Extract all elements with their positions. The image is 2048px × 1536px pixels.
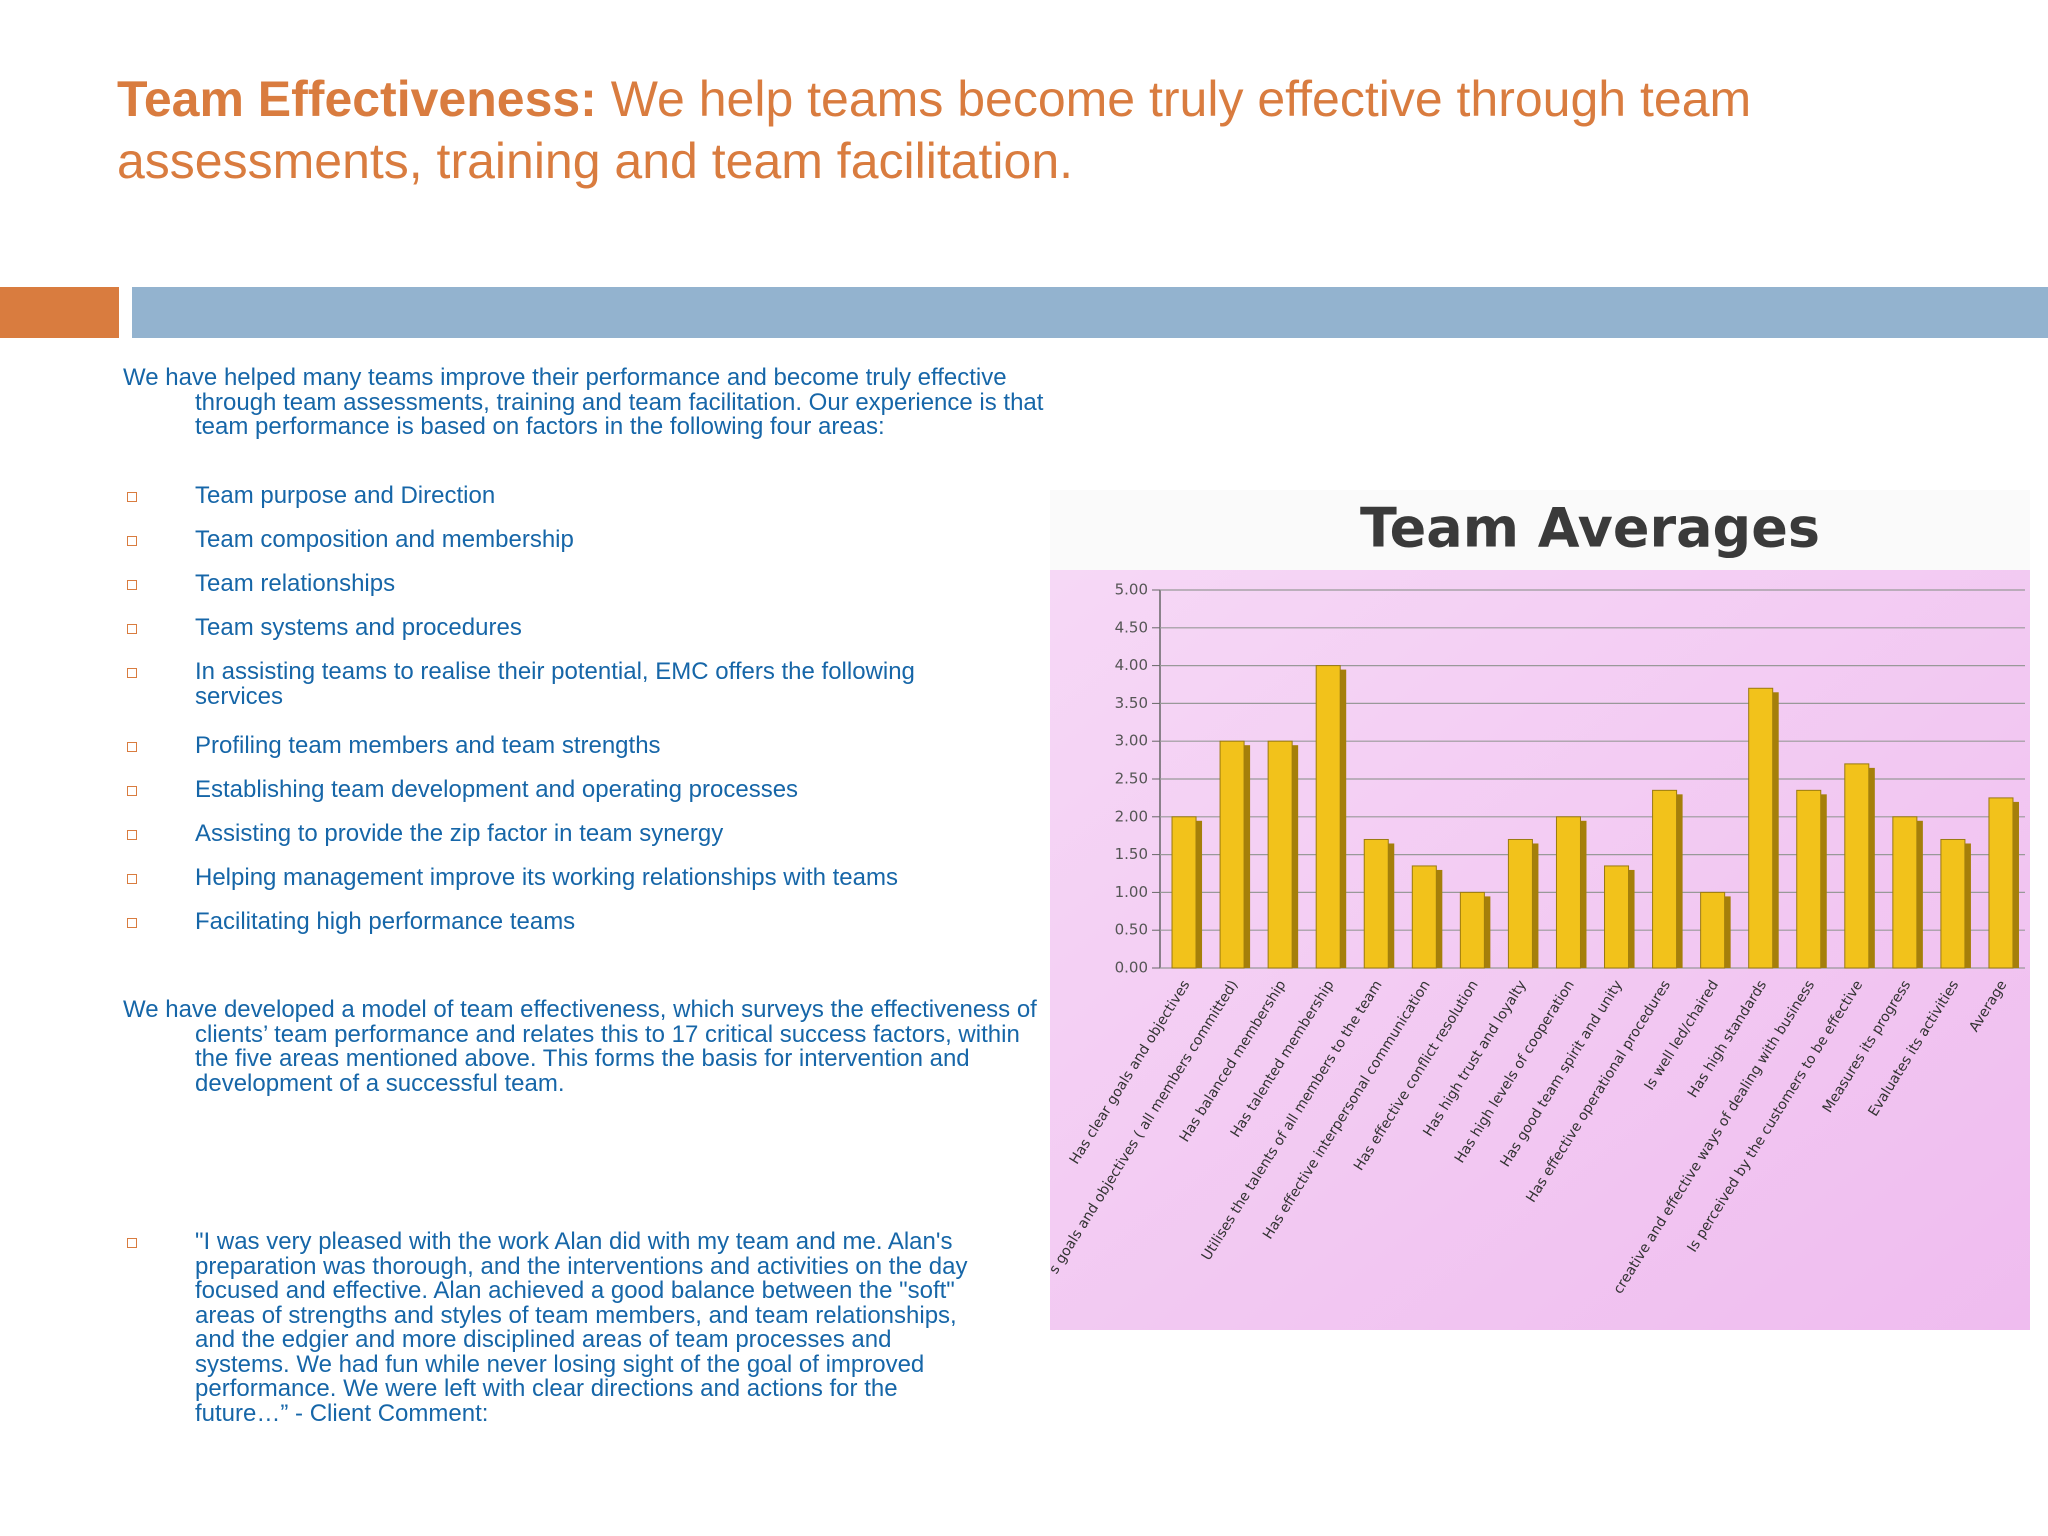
bullet-item: Helping management improve its working r…	[127, 864, 987, 891]
bullet-item: In assisting teams to realise their pote…	[127, 658, 987, 710]
bar	[1748, 687, 1774, 969]
bar-side	[1244, 745, 1251, 968]
bar-side	[1436, 869, 1443, 968]
bar-side	[1676, 794, 1683, 968]
bullet-marker	[127, 580, 137, 590]
bullet-marker	[127, 786, 137, 796]
bar-side	[1868, 767, 1875, 968]
bar	[1604, 865, 1630, 969]
quote-item: "I was very pleased with the work Alan d…	[127, 1228, 987, 1427]
bar	[1363, 838, 1389, 969]
y-tick-label: 2.50	[1115, 770, 1148, 788]
bar-side	[1340, 669, 1347, 968]
title-bold: Team Effectiveness:	[117, 71, 597, 127]
bar	[1411, 865, 1437, 969]
bullet-marker	[127, 536, 137, 546]
accent-bar	[0, 287, 119, 338]
bar-side	[1388, 843, 1395, 968]
bar-side	[2012, 801, 2019, 968]
bar	[1459, 891, 1485, 969]
bar	[1507, 838, 1533, 969]
bar	[1219, 740, 1245, 969]
bullet-marker	[127, 492, 137, 502]
bullet-item: Team systems and procedures	[127, 614, 987, 641]
bar	[1652, 789, 1678, 969]
chart-title: Team Averages	[1360, 497, 1820, 560]
bar-side	[1292, 745, 1299, 968]
bar	[1315, 665, 1341, 969]
bullet-text: Team composition and membership	[195, 526, 574, 553]
bullet-text: Profiling team members and team strength…	[195, 732, 661, 759]
bullet-item: Assisting to provide the zip factor in t…	[127, 820, 987, 847]
bullet-item: Facilitating high performance teams	[127, 908, 987, 935]
y-tick-label: 5.00	[1115, 581, 1148, 599]
bar-side	[1772, 692, 1779, 968]
bullet-marker	[127, 918, 137, 928]
y-tick-label: 3.50	[1115, 694, 1148, 712]
bar	[1892, 816, 1918, 969]
bar-side	[1484, 896, 1491, 968]
bar-side	[1724, 896, 1731, 968]
bar-side	[1916, 820, 1923, 968]
bullet-item: Team relationships	[127, 570, 987, 597]
bullet-text: Team purpose and Direction	[195, 482, 496, 509]
bullet-text: Establishing team development and operat…	[195, 776, 799, 803]
bullet-marker	[127, 742, 137, 752]
slide-title: Team Effectiveness: We help teams become…	[117, 68, 1877, 192]
bar-side	[1820, 794, 1827, 968]
intro-text: We have helped many teams improve their …	[123, 364, 1044, 440]
y-tick-label: 1.50	[1115, 845, 1148, 863]
y-tick-label: 2.00	[1115, 807, 1148, 825]
y-tick-label: 0.00	[1115, 959, 1148, 977]
bullet-text: Team relationships	[195, 570, 396, 597]
bullet-marker	[127, 1238, 137, 1248]
y-tick-label: 4.50	[1115, 618, 1148, 636]
model-text: We have developed a model of team effect…	[123, 996, 1037, 1097]
bar-side	[1532, 843, 1539, 968]
y-tick-label: 1.00	[1115, 883, 1148, 901]
bar-side	[1628, 869, 1635, 968]
bullet-item: Establishing team development and operat…	[127, 776, 987, 803]
bar	[1700, 891, 1726, 969]
bar	[1267, 740, 1293, 969]
bullet-item: Team composition and membership	[127, 526, 987, 553]
bullet-marker	[127, 668, 137, 678]
bullet-text: Helping management improve its working r…	[195, 864, 898, 891]
bar	[1988, 797, 2014, 969]
bullet-item: Profiling team members and team strength…	[127, 732, 987, 759]
bar-side	[1964, 843, 1971, 968]
bullet-text: Facilitating high performance teams	[195, 908, 576, 935]
y-tick-label: 3.00	[1115, 732, 1148, 750]
bullet-text: In assisting teams to realise their pote…	[195, 658, 915, 710]
bullet-marker	[127, 624, 137, 634]
bullet-marker	[127, 874, 137, 884]
bar	[1940, 838, 1966, 969]
y-tick-label: 0.50	[1115, 921, 1148, 939]
bar	[1555, 816, 1581, 969]
y-tick-label: 4.00	[1115, 656, 1148, 674]
title-rest: We help teams become truly effective thr…	[117, 71, 1752, 189]
bar	[1171, 816, 1197, 969]
quote-text: "I was very pleased with the work Alan d…	[195, 1228, 968, 1427]
bullet-text: Assisting to provide the zip factor in t…	[195, 820, 724, 847]
chart: Team Averages 0.00 0.50 1.00 1.50 2.00 2.50 3.…	[1046, 490, 2030, 1330]
bar	[1796, 789, 1822, 969]
bullet-marker	[127, 830, 137, 840]
bar-side	[1196, 820, 1203, 968]
bar-side	[1580, 820, 1587, 968]
bullet-item: Team purpose and Direction	[127, 482, 987, 509]
header-band	[132, 287, 2048, 338]
bullet-text: Team systems and procedures	[195, 614, 522, 641]
bar	[1844, 763, 1870, 969]
